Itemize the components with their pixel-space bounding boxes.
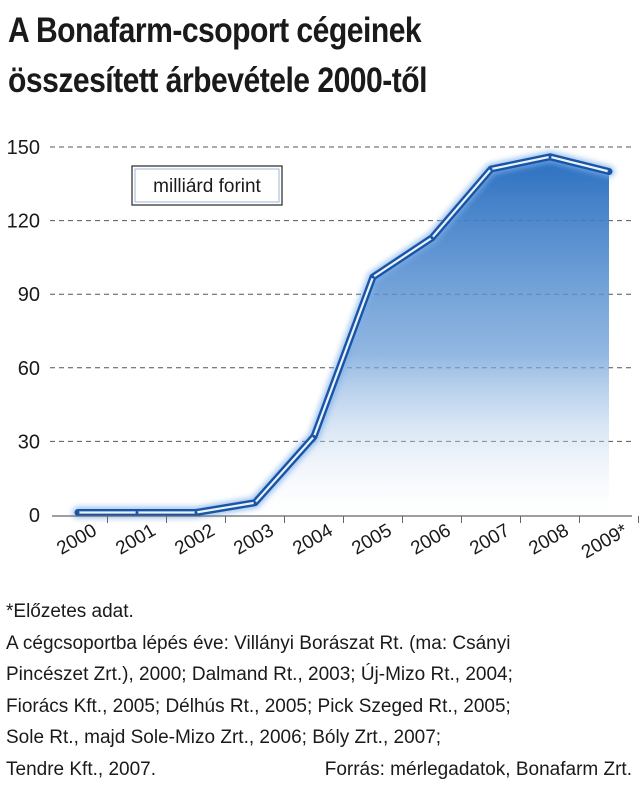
note-line-2: Pincészet Zrt.), 2000; Dalmand Rt., 2003… — [6, 664, 513, 686]
note-line-1: A cégcsoportba lépés éve: Villányi Borás… — [6, 632, 511, 654]
x-tick-label: 2005 — [348, 520, 395, 559]
data-point-2003 — [253, 501, 257, 505]
data-point-2004 — [312, 434, 316, 438]
data-point-2005 — [371, 275, 375, 279]
x-tick-label: 2004 — [289, 520, 336, 560]
y-tick-label: 30 — [18, 431, 40, 453]
footnote: *Előzetes adat. — [6, 601, 134, 622]
chart-title: A Bonafarm-csoport cégeinek összesített … — [8, 6, 545, 106]
x-tick-label: 2000 — [53, 520, 100, 559]
data-point-2009* — [607, 170, 611, 174]
y-axis-ticks: 0 30 60 90 120 150 — [7, 137, 40, 527]
y-tick-label: 0 — [29, 505, 40, 527]
data-point-2007 — [489, 167, 493, 171]
note-line-5: Tendre Kft., 2007. — [6, 758, 156, 780]
note-line-4: Sole Rt., majd Sole-Mizo Zrt., 2006; Ból… — [6, 727, 442, 749]
y-tick-label: 120 — [7, 211, 40, 233]
x-tick-label: 2003 — [230, 520, 277, 559]
x-tick-label: 2002 — [171, 520, 218, 559]
y-tick-label: 150 — [7, 137, 40, 159]
area-fill — [78, 156, 609, 516]
note-last-line: Tendre Kft., 2007. Forrás: mérlegadatok,… — [6, 754, 636, 786]
unit-label-box: milliárd forint — [131, 165, 283, 206]
title-line-1: A Bonafarm-csoport cégeinek — [8, 11, 422, 50]
data-point-2000 — [76, 511, 80, 515]
note-line-3: Fiorács Kft., 2005; Délhús Rt., 2005; Pi… — [6, 695, 511, 717]
source-credit: Forrás: mérlegadatok, Bonafarm Zrt. — [324, 758, 632, 780]
x-tick-label: 2007 — [466, 520, 513, 559]
x-tick-label: 2001 — [112, 520, 159, 559]
data-point-2006 — [430, 236, 434, 240]
data-point-2008 — [548, 155, 552, 159]
title-line-2: összesített árbevétele 2000-től — [8, 61, 428, 100]
notes: *Előzetes adat. A cégcsoportba lépés éve… — [6, 596, 636, 786]
data-point-2002 — [194, 511, 198, 515]
x-tick-label: 2008 — [525, 520, 572, 559]
x-tick-label: 2006 — [407, 520, 454, 559]
series-line — [76, 155, 611, 514]
unit-label: milliárd forint — [153, 176, 261, 197]
data-point-2001 — [135, 511, 139, 515]
x-tick-label: 2009* — [578, 520, 632, 563]
data-points — [76, 155, 611, 515]
y-tick-label: 90 — [18, 284, 40, 306]
x-axis-ticks: 2000 2001 2002 2003 2004 2005 2006 2007 2008 2009… — [53, 516, 639, 563]
y-tick-label: 60 — [18, 358, 40, 380]
